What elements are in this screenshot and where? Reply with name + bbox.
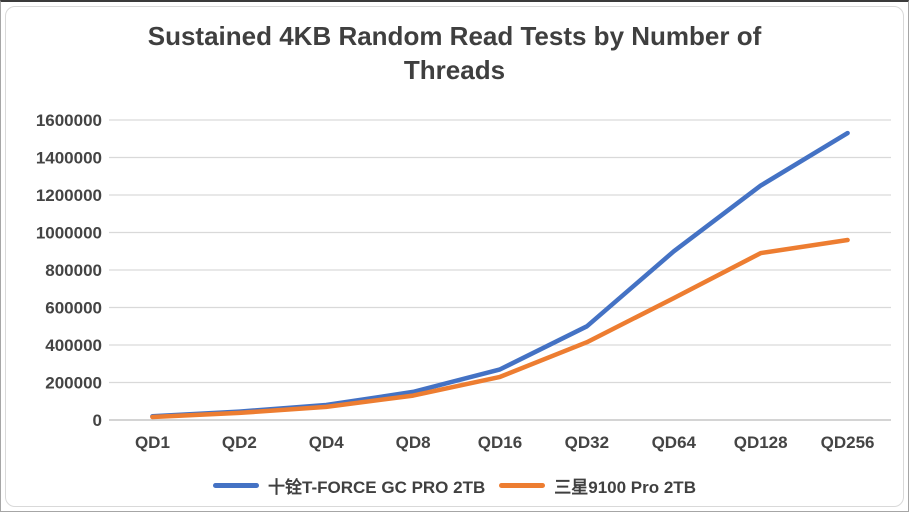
y-tick-label: 800000 [45,261,102,280]
legend: 十铨T-FORCE GC PRO 2TB 三星9100 Pro 2TB [6,473,903,498]
series-line-1 [150,237,850,420]
y-tick-label: 1600000 [36,111,102,130]
x-tick-label: QD8 [396,433,431,452]
y-tick-label: 1400000 [36,149,102,168]
chart-title: Sustained 4KB Random Read Tests by Numbe… [147,21,762,86]
x-tick-label: QD256 [821,433,875,452]
x-tick-label: QD64 [652,433,697,452]
x-tick-label: QD32 [565,433,609,452]
y-tick-label: 400000 [45,336,102,355]
x-tick-label: QD128 [734,433,788,452]
x-tick-label: QD16 [478,433,522,452]
y-tick-label: 600000 [45,299,102,318]
x-tick-label: QD1 [135,433,170,452]
x-tick-label: QD2 [222,433,257,452]
y-tick-label: 1200000 [36,186,102,205]
legend-line-swatch-blue [213,483,260,488]
legend-label-samsung: 三星9100 Pro 2TB [554,478,696,497]
line-chart: Sustained 4KB Random Read Tests by Numbe… [5,6,904,507]
y-tick-label: 200000 [45,374,102,393]
series-line-0 [150,130,850,419]
x-tick-label: QD4 [309,433,345,452]
plot-area: 0 200000 400000 600000 800000 1000000 1200000 1… [36,111,891,452]
y-tick-label: 0 [93,411,102,430]
legend-line-swatch-orange [499,483,546,488]
legend-label-tforce: 十铨T-FORCE GC PRO 2TB [268,478,486,497]
legend-item-tforce: 十铨T-FORCE GC PRO 2TB [213,473,485,498]
y-tick-label: 1000000 [36,224,102,243]
legend-item-samsung: 三星9100 Pro 2TB [499,473,696,498]
